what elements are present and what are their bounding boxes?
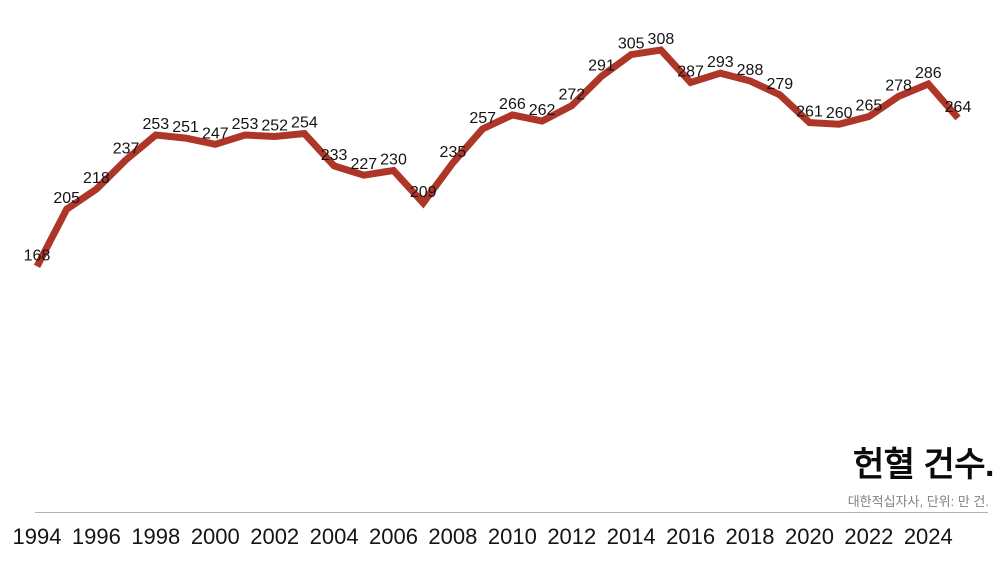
x-tick-label: 2024 bbox=[904, 524, 953, 549]
value-label: 288 bbox=[737, 62, 764, 79]
x-tick-label: 2014 bbox=[607, 524, 656, 549]
value-label: 260 bbox=[826, 105, 853, 122]
chart-source-note: 대한적십자사, 단위: 만 건. bbox=[847, 494, 989, 509]
value-label: 272 bbox=[558, 87, 585, 104]
value-label: 254 bbox=[291, 115, 318, 132]
value-label: 230 bbox=[380, 152, 407, 169]
value-label: 278 bbox=[885, 77, 912, 94]
value-label: 218 bbox=[83, 170, 110, 187]
value-label: 205 bbox=[53, 190, 80, 207]
x-tick-label: 2018 bbox=[726, 524, 775, 549]
value-label: 252 bbox=[261, 118, 288, 135]
value-label: 247 bbox=[202, 125, 229, 142]
value-label: 253 bbox=[142, 116, 169, 133]
value-label: 227 bbox=[350, 156, 377, 173]
x-tick-label: 2008 bbox=[428, 524, 477, 549]
value-label: 233 bbox=[321, 147, 348, 164]
x-tick-label: 2016 bbox=[666, 524, 715, 549]
x-tick-label: 2022 bbox=[844, 524, 893, 549]
value-label: 286 bbox=[915, 65, 942, 82]
value-label: 265 bbox=[856, 98, 883, 115]
x-axis: 1994 1996 1998 2000 2002 2004 2006 2008 2010 2012… bbox=[13, 512, 988, 549]
series-polyline bbox=[33, 46, 961, 269]
value-label: 257 bbox=[469, 110, 496, 127]
x-tick-label: 1994 bbox=[13, 524, 62, 549]
x-tick-label: 2000 bbox=[191, 524, 240, 549]
x-tick-label: 2012 bbox=[547, 524, 596, 549]
value-label: 253 bbox=[232, 116, 259, 133]
value-label: 209 bbox=[410, 184, 437, 201]
value-label: 262 bbox=[529, 102, 556, 119]
series-group bbox=[33, 46, 961, 269]
value-label: 168 bbox=[24, 247, 51, 264]
x-tick-label: 2010 bbox=[488, 524, 537, 549]
value-label: 264 bbox=[945, 99, 972, 116]
x-tick-label: 2006 bbox=[369, 524, 418, 549]
x-tick-label: 1996 bbox=[72, 524, 121, 549]
chart-title: 헌혈 건수. bbox=[852, 446, 995, 484]
value-label: 237 bbox=[113, 141, 140, 158]
value-label: 266 bbox=[499, 96, 526, 113]
value-label: 287 bbox=[677, 64, 704, 81]
value-label: 308 bbox=[648, 31, 675, 48]
value-label: 235 bbox=[440, 144, 467, 161]
x-tick-label: 2020 bbox=[785, 524, 834, 549]
x-tick-label: 1998 bbox=[131, 524, 180, 549]
x-tick-label: 2002 bbox=[250, 524, 299, 549]
value-label: 291 bbox=[588, 57, 615, 74]
x-tick-label: 2004 bbox=[310, 524, 359, 549]
value-label: 261 bbox=[796, 104, 823, 121]
value-label: 279 bbox=[766, 76, 793, 93]
value-label: 305 bbox=[618, 36, 645, 53]
value-label: 251 bbox=[172, 119, 199, 136]
value-label: 293 bbox=[707, 54, 734, 71]
